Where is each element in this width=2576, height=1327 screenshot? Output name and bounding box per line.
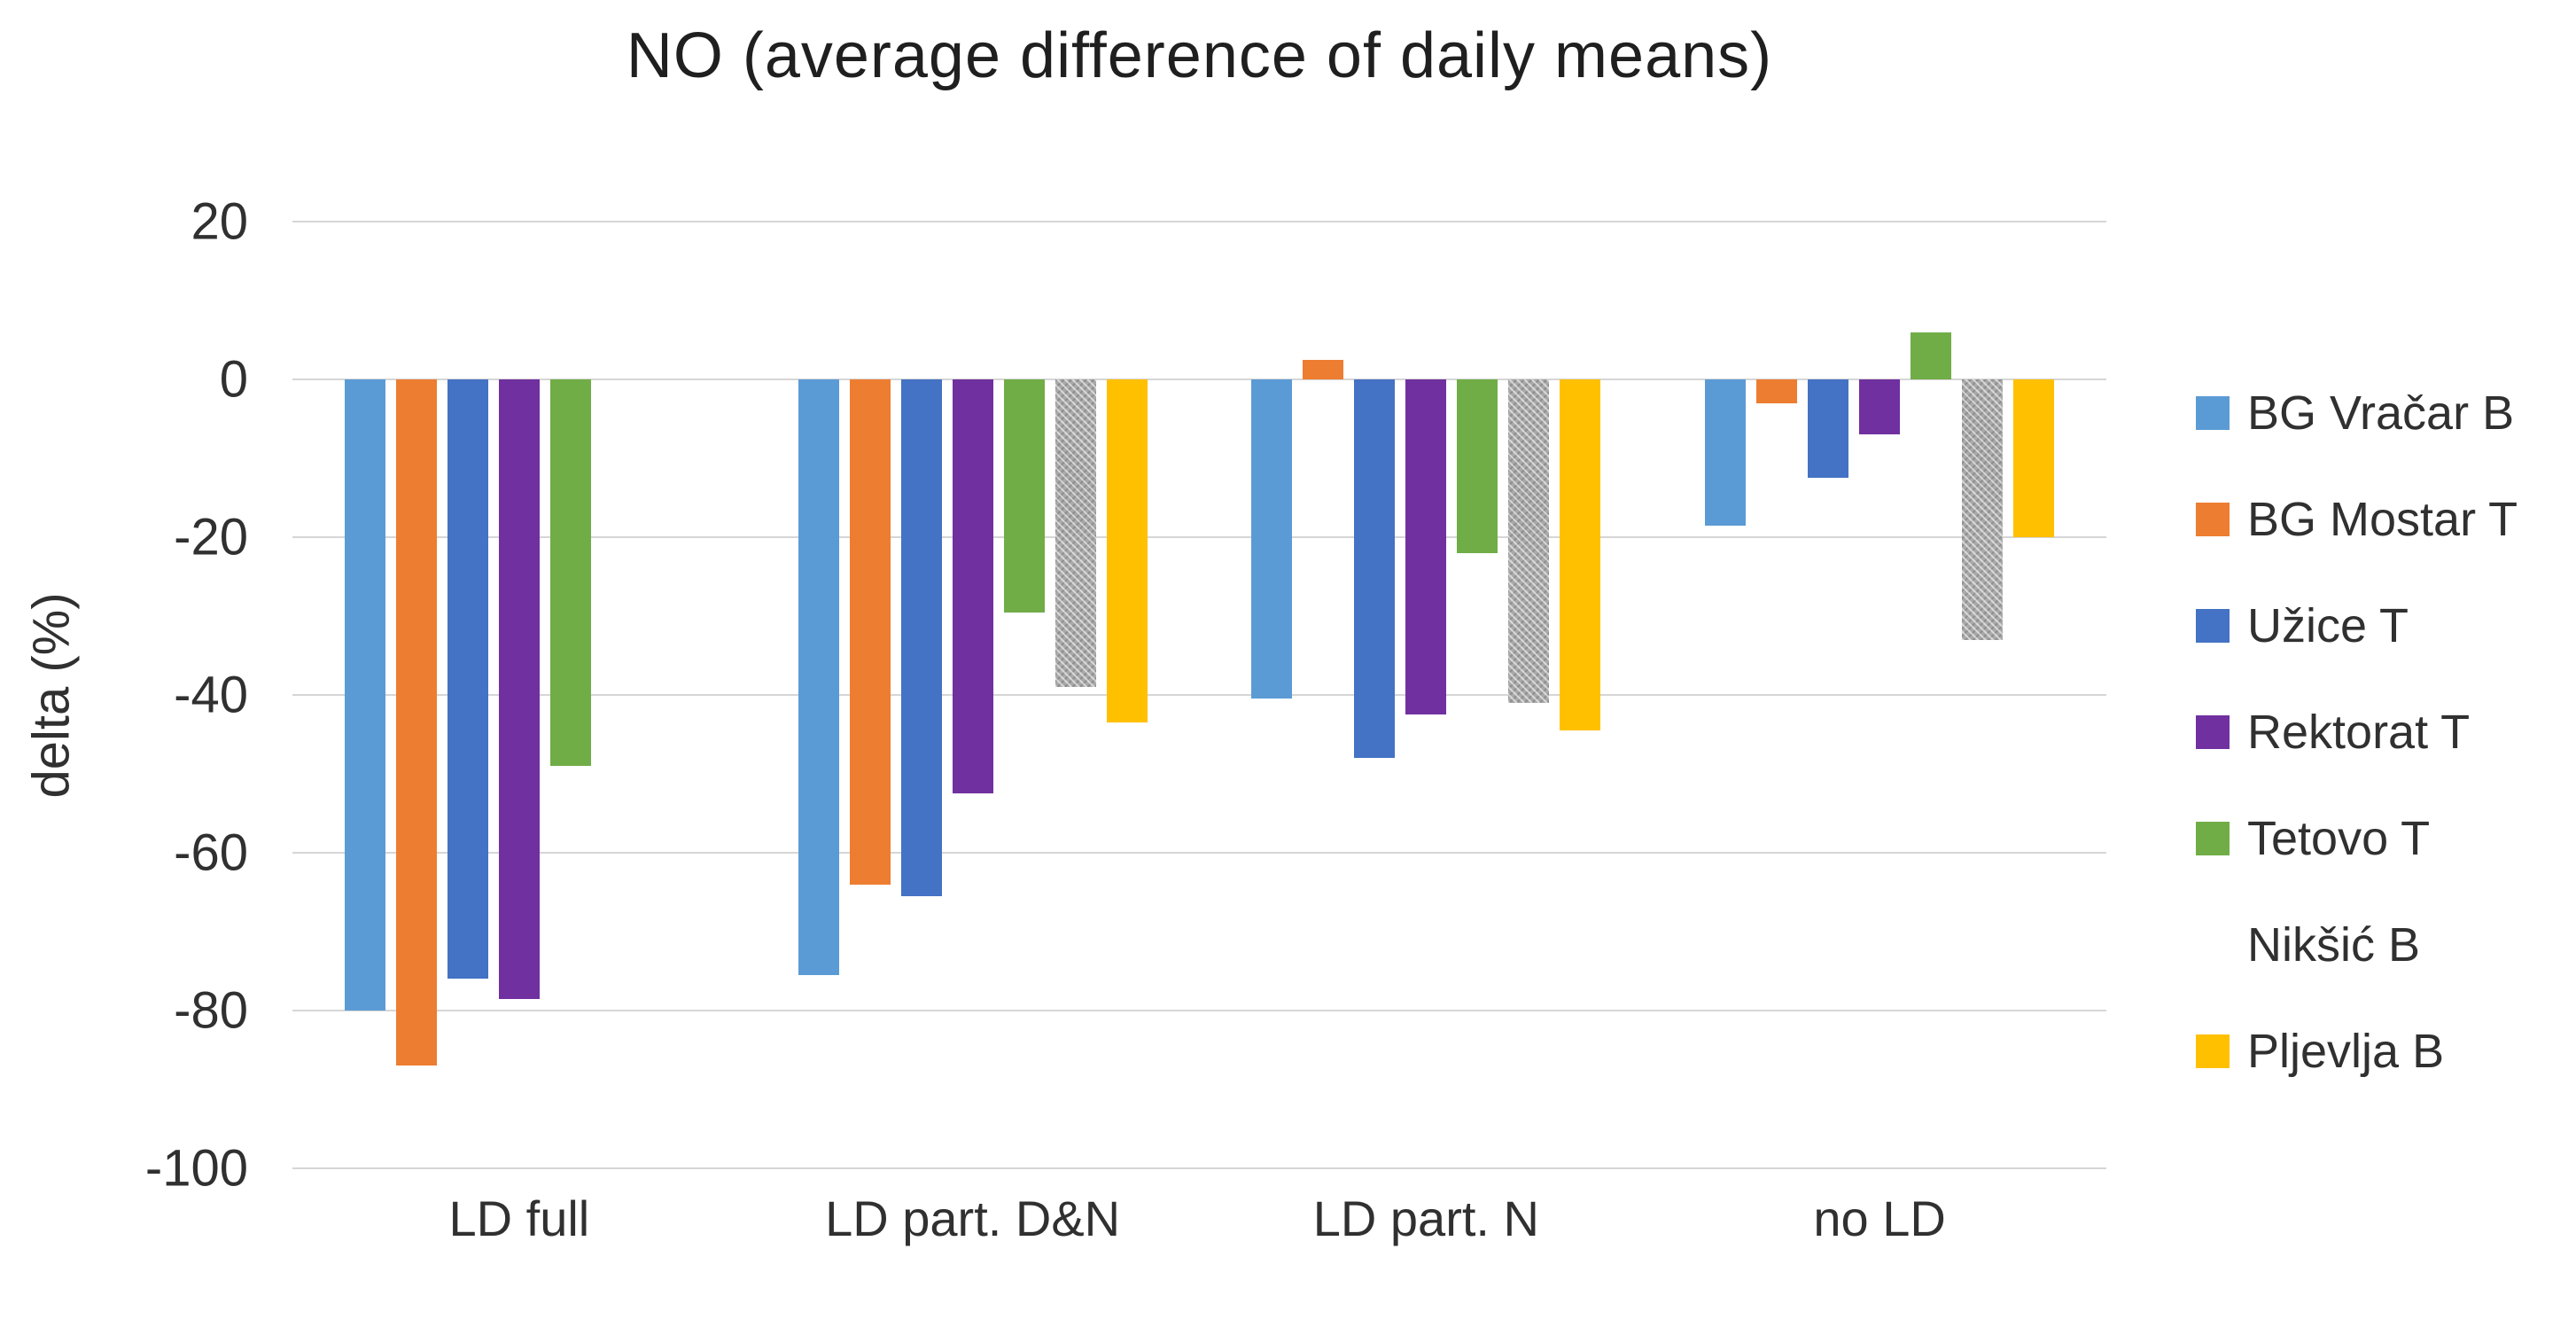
bar-bg-vracar-b-no-ld [1705,379,1747,526]
gridline-y-0 [292,379,2106,380]
bar-bg-mostar-t-ld-part-d-n [849,379,891,885]
legend-swatch-tetovo-t [2196,822,2230,855]
x-category-label-ld-part-n: LD part. N [1312,1190,1539,1246]
legend-item-tetovo-t: Tetovo T [2196,785,2518,892]
gridline-y--100 [292,1167,2106,1169]
gridline-y--40 [292,694,2106,696]
legend: BG Vračar B BG Mostar T Užice T Rektorat T T… [2196,360,2518,1105]
gridline-y-20 [292,221,2106,222]
bar-niksic-b-no-ld [1962,379,2004,640]
plot-area [292,221,2106,1169]
y-axis-tick-labels: 20 0 -20 -40 -60 -80 -100 [80,193,248,1198]
y-tick-label--100: -100 [144,1139,248,1198]
legend-item-rektorat-t: Rektorat T [2196,679,2518,785]
bar-tetovo-t-ld-part-d-n [1003,379,1045,613]
bar-uzice-t-ld-full [447,379,488,980]
bar-uzice-t-no-ld [1808,379,1849,479]
legend-label-bg-mostar-t: BG Mostar T [2247,493,2518,546]
legend-label-rektorat-t: Rektorat T [2247,706,2471,759]
bar-rektorat-t-ld-part-n [1405,379,1447,715]
bar-bg-mostar-t-ld-part-n [1303,359,1344,379]
bar-pljevlja-b-no-ld [2013,379,2055,537]
legend-label-pljevlja-b: Pljevlja B [2247,1025,2445,1078]
bar-tetovo-t-no-ld [1911,332,1952,379]
bar-pljevlja-b-ld-part-d-n [1106,379,1148,723]
bar-bg-vracar-b-ld-part-d-n [798,379,839,975]
bar-niksic-b-ld-part-d-n [1055,379,1096,688]
y-tick-label--40: -40 [174,666,248,724]
y-tick-label-0: 0 [219,350,248,409]
chart-title: NO (average difference of daily means) [626,20,1773,91]
bar-tetovo-t-ld-part-n [1457,379,1498,553]
legend-label-niksic-b: Nikšić B [2247,918,2421,972]
bar-uzice-t-ld-part-d-n [900,379,942,896]
gridline-y--60 [292,852,2106,854]
bar-rektorat-t-no-ld [1859,379,1901,435]
legend-item-uzice-t: Užice T [2196,573,2518,679]
y-tick-label--20: -20 [174,508,248,566]
y-tick-label--60: -60 [174,824,248,882]
bar-bg-mostar-t-no-ld [1756,379,1798,403]
x-axis-category-labels: LD full LD part. D&N LD part. N no LD [292,1190,2106,1247]
legend-swatch-rektorat-t [2196,715,2230,749]
x-category-label-ld-full: LD full [448,1190,590,1246]
gridline-y--20 [292,536,2106,538]
bar-pljevlja-b-ld-part-n [1560,379,1601,731]
x-category-label-no-ld: no LD [1813,1190,1946,1246]
gridline-y--80 [292,1010,2106,1011]
legend-item-niksic-b: Nikšić B [2196,892,2518,998]
legend-label-uzice-t: Užice T [2247,599,2409,652]
legend-swatch-niksic-b [2196,928,2230,962]
bar-tetovo-t-ld-full [549,379,591,767]
bar-rektorat-t-ld-part-d-n [952,379,993,794]
legend-swatch-bg-mostar-t [2196,503,2230,536]
y-tick-label--80: -80 [174,981,248,1040]
x-category-label-ld-part-d-n: LD part. D&N [825,1190,1121,1246]
bar-bg-mostar-t-ld-full [395,379,437,1066]
legend-item-bg-mostar-t: BG Mostar T [2196,466,2518,573]
y-tick-label-20: 20 [191,192,248,251]
legend-item-bg-vracar-b: BG Vračar B [2196,360,2518,466]
bar-bg-vracar-b-ld-part-n [1251,379,1293,699]
y-axis-title: delta (%) [22,591,81,799]
bar-bg-vracar-b-ld-full [344,379,385,1011]
legend-label-tetovo-t: Tetovo T [2247,812,2431,865]
legend-label-bg-vracar-b: BG Vračar B [2247,386,2515,440]
legend-swatch-bg-vracar-b [2196,396,2230,430]
legend-swatch-uzice-t [2196,609,2230,643]
legend-item-pljevlja-b: Pljevlja B [2196,998,2518,1105]
bar-niksic-b-ld-part-n [1508,379,1550,703]
bar-rektorat-t-ld-full [498,379,540,999]
bar-uzice-t-ld-part-n [1354,379,1396,759]
legend-swatch-pljevlja-b [2196,1034,2230,1068]
